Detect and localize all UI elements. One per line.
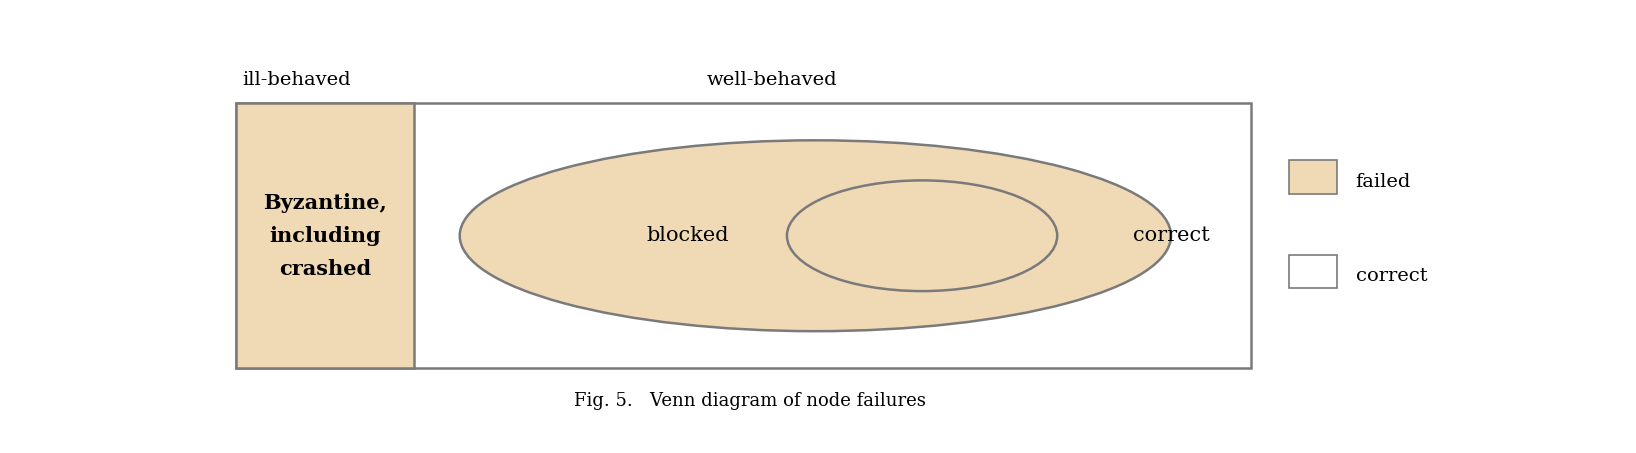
Text: correct: correct (1356, 267, 1427, 285)
FancyBboxPatch shape (236, 103, 1250, 368)
Ellipse shape (460, 140, 1171, 331)
Text: divergent: divergent (870, 226, 973, 245)
Text: blocked: blocked (646, 226, 728, 245)
Text: failed: failed (1356, 173, 1412, 191)
FancyBboxPatch shape (1289, 160, 1337, 194)
Text: ill-behaved: ill-behaved (242, 71, 352, 89)
Ellipse shape (787, 180, 1057, 291)
Text: Byzantine,
including
crashed: Byzantine, including crashed (263, 193, 386, 279)
FancyBboxPatch shape (1289, 255, 1337, 288)
Text: correct: correct (1132, 226, 1209, 245)
FancyBboxPatch shape (236, 103, 414, 368)
Text: well-behaved: well-behaved (707, 71, 838, 89)
Text: Fig. 5.   Venn diagram of node failures: Fig. 5. Venn diagram of node failures (574, 392, 926, 410)
